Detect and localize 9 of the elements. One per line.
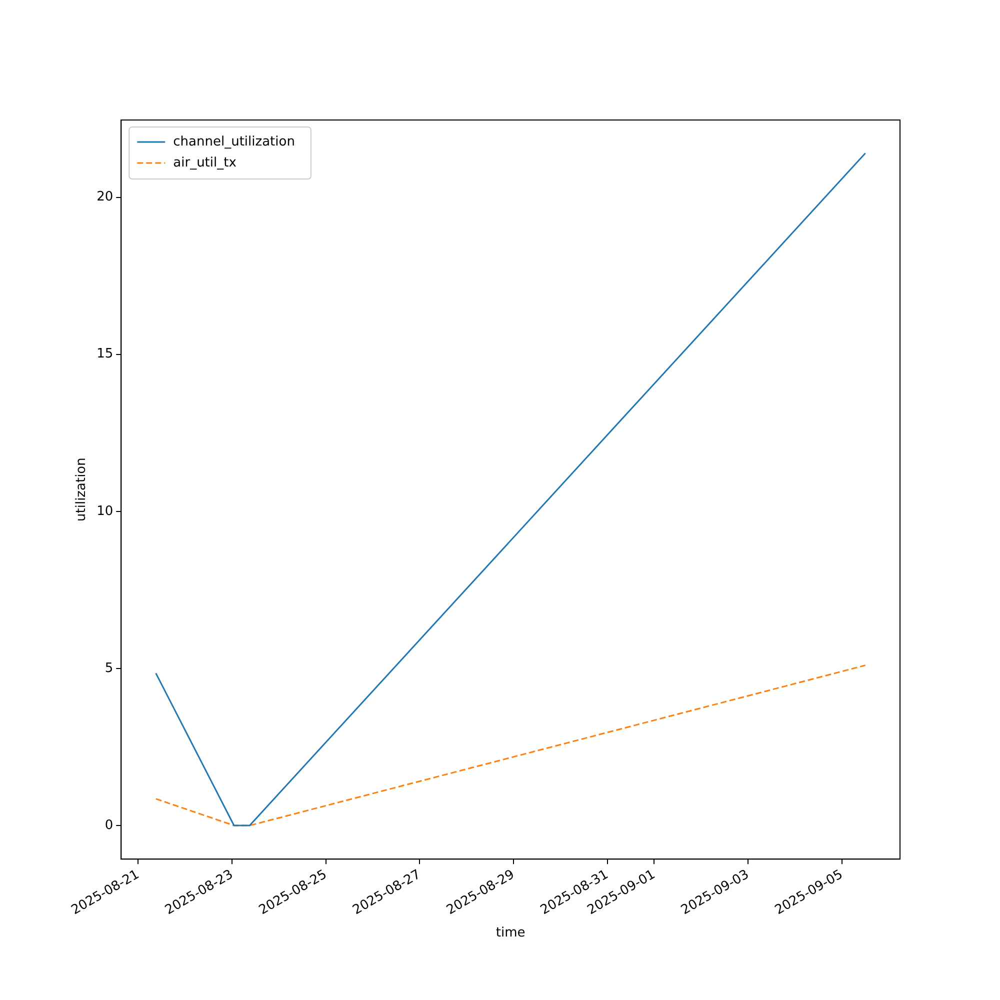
y-tick-label: 0 [104, 818, 114, 833]
y-tick-label: 10 [96, 504, 114, 519]
y-axis-title: utilization [74, 458, 90, 522]
x-axis-title: time [496, 926, 526, 941]
y-tick-label: 5 [104, 660, 114, 676]
legend-label: air_util_tx [173, 155, 237, 170]
legend-label: channel_utilization [173, 134, 295, 150]
y-tick-label: 20 [96, 190, 114, 205]
y-tick-label: 15 [96, 346, 114, 362]
